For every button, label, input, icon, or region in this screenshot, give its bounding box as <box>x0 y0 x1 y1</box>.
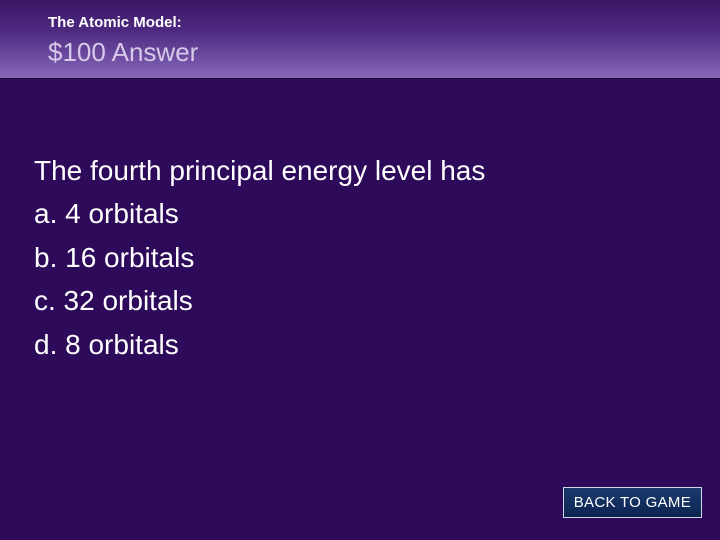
option-c: c. 32 orbitals <box>34 279 686 322</box>
question-text: The fourth principal energy level has <box>34 149 686 192</box>
header-bar: The Atomic Model: $100 Answer <box>0 0 720 79</box>
option-a: a. 4 orbitals <box>34 192 686 235</box>
content-area: The fourth principal energy level has a.… <box>0 79 720 366</box>
option-d: d. 8 orbitals <box>34 323 686 366</box>
value-answer-label: $100 Answer <box>48 37 720 68</box>
category-label: The Atomic Model: <box>48 14 720 31</box>
option-b: b. 16 orbitals <box>34 236 686 279</box>
back-to-game-button[interactable]: BACK TO GAME <box>563 487 702 518</box>
